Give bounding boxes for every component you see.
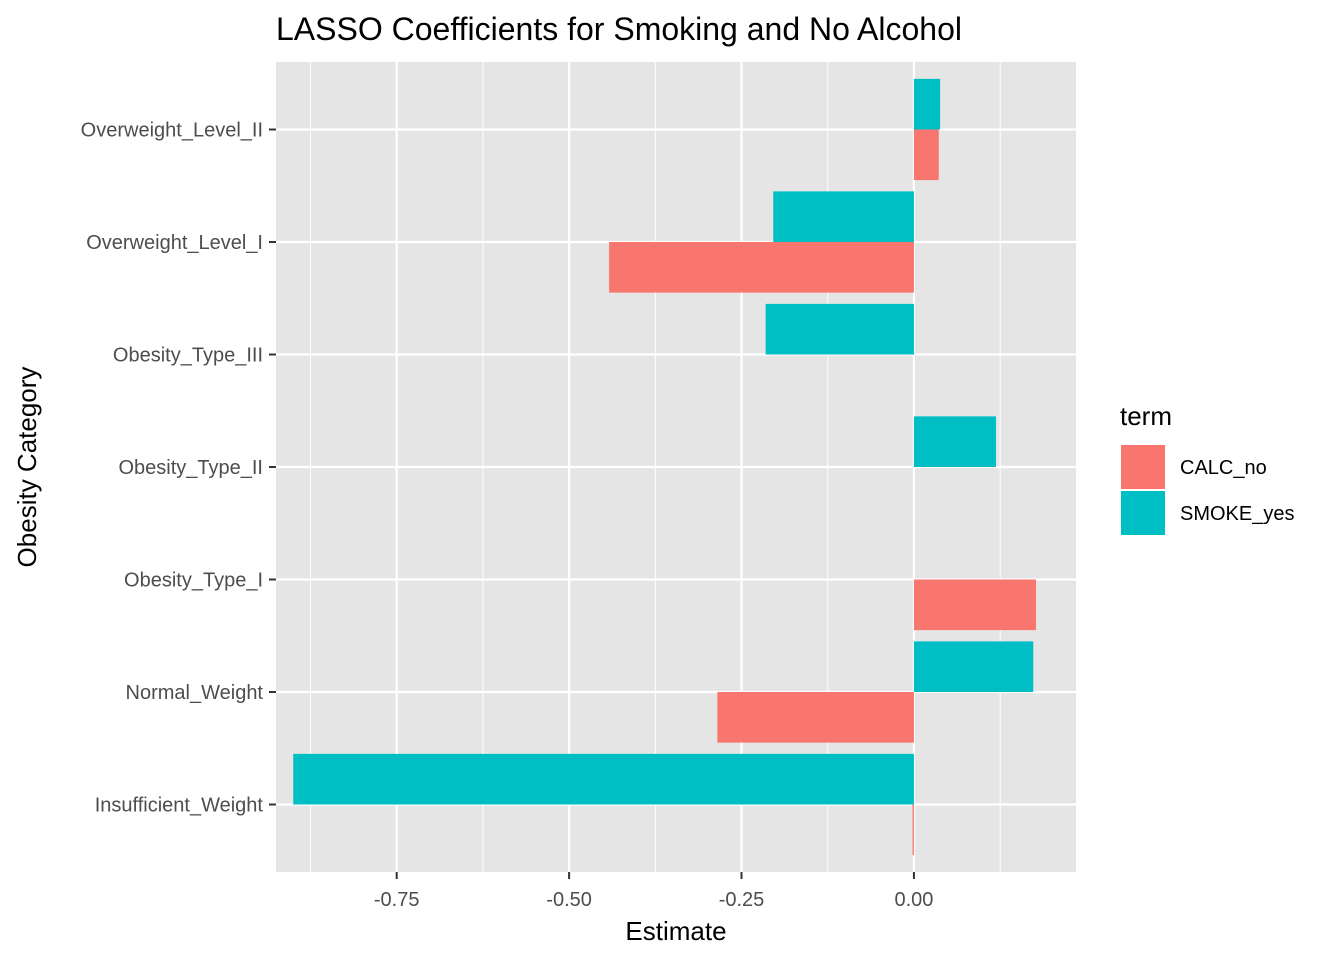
y-tick-label: Obesity_Type_III — [113, 345, 263, 367]
x-tick-label: -0.25 — [719, 889, 765, 911]
y-tick-label: Overweight_Level_II — [81, 120, 263, 142]
bar-smoke-yes-obesity-type-ii — [913, 416, 996, 467]
x-axis-title: Estimate — [625, 916, 726, 946]
bar-smoke-yes-obesity-type-iii — [765, 303, 914, 355]
legend-label-calc-no: CALC_no — [1180, 457, 1267, 479]
y-tick-label: Insufficient_Weight — [95, 795, 264, 817]
bars-group — [293, 78, 1036, 856]
legend-key-smoke-yes — [1119, 489, 1167, 537]
x-axis: -0.75 -0.50 -0.25 0.00 — [374, 872, 933, 911]
y-tick-label: Obesity_Type_II — [118, 457, 263, 479]
y-axis: Insufficient_Weight Normal_Weight Obesity_… — [81, 120, 276, 817]
bar-calc-no-normal-weight — [717, 692, 914, 743]
legend-title: term — [1120, 401, 1172, 431]
bar-smoke-yes-overweight-level-i — [773, 191, 914, 242]
bar-calc-no-obesity-type-i — [913, 579, 1036, 631]
bar-smoke-yes-overweight-level-ii — [913, 78, 941, 130]
bar-smoke-yes-normal-weight — [913, 641, 1034, 692]
bar-smoke-yes-insufficient-weight — [293, 753, 914, 805]
y-tick-label: Normal_Weight — [126, 682, 264, 704]
y-tick-label: Overweight_Level_I — [86, 232, 263, 254]
legend-key-calc-no — [1119, 443, 1167, 491]
x-tick-label: -0.50 — [546, 889, 592, 911]
bar-calc-no-insufficient-weight — [912, 804, 914, 856]
legend-label-smoke-yes: SMOKE_yes — [1180, 503, 1294, 525]
legend: term CALC_no SMOKE_yes — [1119, 401, 1294, 537]
bar-calc-no-overweight-level-ii — [913, 129, 939, 181]
y-axis-title: Obesity Category — [12, 367, 42, 568]
y-tick-label: Obesity_Type_I — [124, 570, 263, 592]
bar-calc-no-overweight-level-i — [609, 242, 914, 293]
x-tick-label: -0.75 — [374, 889, 420, 911]
chart-title: LASSO Coefficients for Smoking and No Al… — [276, 11, 962, 47]
x-tick-label: 0.00 — [894, 889, 933, 911]
